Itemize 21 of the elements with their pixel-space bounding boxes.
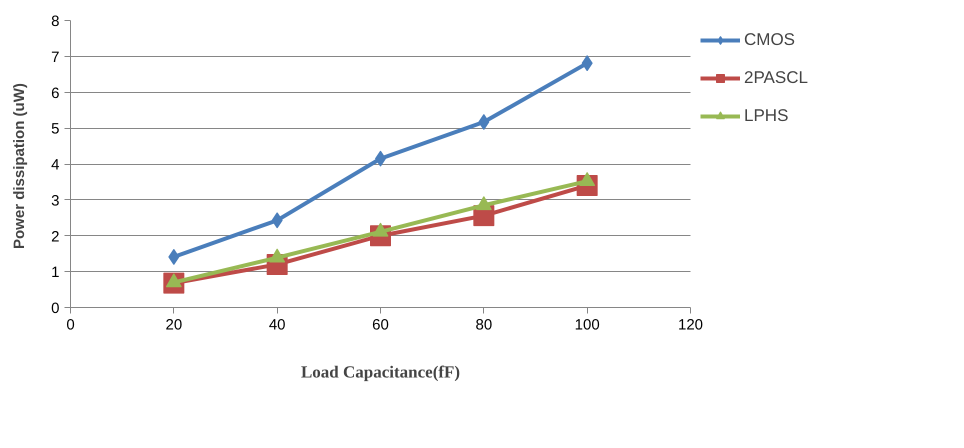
- y-tick-label: 7: [51, 48, 60, 66]
- y-tick-label: 4: [51, 156, 60, 174]
- x-tick-label: 40: [268, 316, 286, 334]
- x-tick-label: 0: [66, 316, 75, 334]
- y-tick-label: 1: [51, 264, 60, 282]
- x-tick-label: 100: [574, 316, 600, 334]
- y-tick-label: 8: [51, 13, 60, 30]
- legend-label: LPHS: [744, 106, 788, 126]
- y-tick-label: 5: [51, 120, 60, 138]
- x-tick-label: 20: [165, 316, 182, 334]
- y-tick-label: 6: [51, 84, 60, 102]
- x-tick-label: 120: [678, 316, 704, 334]
- y-axis-title: Power dissipation (uW): [11, 83, 28, 249]
- x-axis-title: Load Capacitance(fF): [300, 362, 460, 382]
- x-tick-label: 60: [372, 316, 389, 334]
- x-tick-label: 80: [475, 316, 492, 334]
- legend-label: 2PASCL: [744, 68, 808, 88]
- legend-label: CMOS: [744, 30, 795, 50]
- y-tick-label: 3: [51, 192, 60, 210]
- y-tick-label: 0: [51, 300, 60, 317]
- y-tick-label: 2: [51, 228, 60, 246]
